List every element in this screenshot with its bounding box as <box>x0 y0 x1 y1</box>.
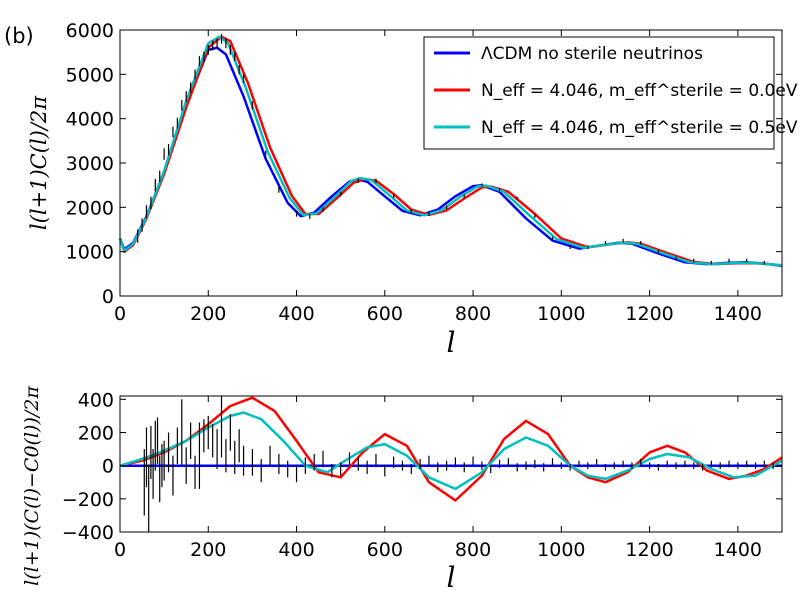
top-y-tick-1000: 1000 <box>66 242 114 264</box>
bot-x-tick-200: 200 <box>190 539 226 561</box>
bot-y-tick-400: 400 <box>78 389 114 411</box>
legend-label-neff-0eV: N_eff = 4.046, m_eff^sterile = 0.0eV <box>481 81 798 101</box>
bot-series-line-2 <box>119 411 783 491</box>
panel-label: (b) <box>4 24 34 48</box>
bot-series-line-1 <box>119 396 783 502</box>
top-panel: 0 200 400 600 800 1000 1200 1400 0 1000 2000 3000 4… <box>27 20 783 359</box>
top-y-tick-6000: 6000 <box>66 20 114 42</box>
top-y-tick-2000: 2000 <box>66 197 114 219</box>
legend-box <box>423 36 775 150</box>
bottom-plot-frame <box>119 395 783 533</box>
top-x-axis-label: l <box>447 326 456 359</box>
top-y-ticks: 0 1000 2000 3000 4000 5000 6000 <box>66 20 782 308</box>
top-y-tick-3000: 3000 <box>66 153 114 175</box>
bottom-x-ticks: 0 200 400 600 800 1000 1200 1400 <box>114 396 762 561</box>
legend-label-lcdm: ΛCDM no sterile neutrinos <box>481 44 703 64</box>
top-series-line-2 <box>118 35 783 267</box>
top-series-line-0 <box>118 46 783 268</box>
top-y-tick-0: 0 <box>102 286 114 308</box>
bot-x-tick-800: 800 <box>455 539 491 561</box>
bottom-x-axis-label: l <box>447 561 456 594</box>
top-y-tick-5000: 5000 <box>66 64 114 86</box>
bot-x-tick-600: 600 <box>367 539 403 561</box>
bottom-series-group <box>119 396 783 502</box>
bottom-panel: 0 200 400 600 800 1000 1200 1400 −400 −200 0 200 40… <box>21 386 783 594</box>
top-x-tick-800: 800 <box>455 303 491 325</box>
top-y-tick-4000: 4000 <box>66 109 114 131</box>
bot-x-tick-400: 400 <box>278 539 314 561</box>
bot-x-tick-1200: 1200 <box>625 539 673 561</box>
bot-x-tick-0: 0 <box>114 539 126 561</box>
bot-y-tick-200: 200 <box>78 422 114 444</box>
top-x-tick-0: 0 <box>114 303 126 325</box>
bot-y-tick-0: 0 <box>102 456 114 478</box>
bottom-y-ticks: −400 −200 0 200 400 <box>62 389 782 544</box>
top-y-axis-label: l(l+1)C(l)/2π <box>27 95 51 230</box>
top-x-tick-1400: 1400 <box>714 303 762 325</box>
top-x-tick-600: 600 <box>367 303 403 325</box>
bot-y-tick-200: −200 <box>62 489 114 511</box>
bot-x-tick-1000: 1000 <box>537 539 585 561</box>
bottom-y-axis-label: l(l+1)(C(l)−C0(l))/2π <box>21 386 43 586</box>
bottom-error-bars <box>143 396 774 532</box>
top-x-tick-1200: 1200 <box>625 303 673 325</box>
top-x-tick-200: 200 <box>190 303 226 325</box>
top-x-tick-1000: 1000 <box>537 303 585 325</box>
top-x-ticks: 0 200 400 600 800 1000 1200 1400 <box>114 30 762 325</box>
bot-y-tick-400: −400 <box>62 522 114 544</box>
legend-label-neff-0.5eV: N_eff = 4.046, m_eff^sterile = 0.5eV <box>481 118 798 138</box>
legend: ΛCDM no sterile neutrinos N_eff = 4.046,… <box>423 36 798 150</box>
top-x-tick-400: 400 <box>278 303 314 325</box>
top-error-bars <box>137 33 765 265</box>
bot-x-tick-1400: 1400 <box>714 539 762 561</box>
